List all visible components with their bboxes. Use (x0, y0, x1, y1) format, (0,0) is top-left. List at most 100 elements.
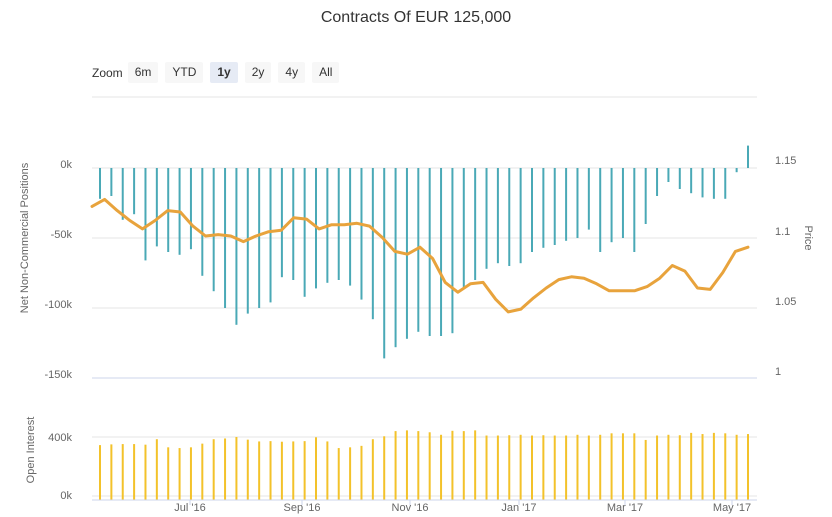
position-bar (633, 168, 636, 252)
open-interest-bar (599, 434, 602, 500)
open-interest-bars (92, 430, 757, 501)
open-interest-bar (178, 448, 181, 500)
zoom-button-all[interactable]: All (312, 62, 340, 83)
open-interest-bar (360, 445, 363, 500)
position-bar (201, 168, 204, 276)
open-interest-bar (121, 444, 124, 500)
axes: 0k -50k -100k -150k 1.15 1.1 1.05 1 400k 0k Net No… (19, 155, 814, 514)
open-interest-bar (189, 447, 192, 500)
open-interest-bar (167, 447, 170, 500)
open-interest-bar (496, 435, 499, 500)
chart-title: Contracts Of EUR 125,000 (320, 9, 512, 26)
position-bar (656, 168, 659, 196)
x-tick-label: Nov '16 (392, 502, 429, 514)
position-bar (553, 168, 556, 245)
y2-tick-label: 1.15 (775, 155, 796, 167)
y-tick-label: 0k (60, 159, 72, 171)
open-interest-bar (99, 445, 101, 500)
open-interest-bar (349, 447, 352, 500)
position-bar (189, 168, 192, 250)
zoom-label: Zoom (92, 65, 123, 80)
position-bar (496, 168, 499, 264)
y2-tick-label: 1.05 (775, 296, 796, 308)
zoom-toolbar: Zoom 6m YTD 1y 2y 4y All (92, 62, 346, 83)
open-interest-bar (110, 444, 113, 500)
open-interest-bar (667, 434, 670, 500)
open-interest-bar (258, 441, 261, 500)
position-bar (678, 168, 681, 189)
position-bar (349, 168, 352, 286)
position-bar (258, 168, 261, 308)
open-interest-bar (371, 439, 374, 500)
open-interest-bar (383, 436, 386, 500)
x-tick-label: Jan '17 (501, 502, 536, 514)
position-bar (462, 168, 465, 287)
open-interest-bar (224, 438, 227, 500)
open-interest-bar (553, 435, 556, 500)
position-bar (747, 145, 749, 168)
oi-tick-label: 400k (48, 432, 72, 444)
y2-tick-label: 1.1 (775, 226, 790, 238)
open-interest-bar (508, 435, 511, 500)
position-bar (121, 168, 124, 220)
open-interest-bar (235, 437, 238, 500)
open-interest-bar (701, 434, 704, 500)
zoom-button-4y[interactable]: 4y (278, 62, 306, 83)
position-bar (212, 168, 215, 292)
zoom-button-1y[interactable]: 1y (210, 62, 238, 83)
position-bar (269, 168, 272, 303)
open-interest-bar (326, 441, 329, 500)
open-interest-bar (405, 430, 408, 500)
open-interest-bar (621, 433, 624, 500)
zoom-button-ytd[interactable]: YTD (165, 62, 204, 83)
open-interest-bar (656, 435, 659, 500)
position-bar (235, 168, 238, 325)
open-interest-bar (712, 432, 715, 500)
y-axis-title: Net Non-Commercial Positions (19, 162, 31, 313)
open-interest-bar (531, 435, 533, 500)
y-tick-label: -50k (51, 229, 73, 241)
position-bar (417, 168, 420, 332)
open-interest-bar (303, 441, 306, 500)
position-bar (508, 168, 511, 266)
position-bar (667, 168, 670, 182)
open-interest-bar (144, 444, 147, 500)
open-interest-bar (315, 437, 317, 500)
open-interest-bar (565, 435, 568, 500)
open-interest-bar (462, 431, 465, 500)
open-interest-bar (644, 439, 647, 500)
y-tick-label: -150k (44, 369, 72, 381)
open-interest-bar (212, 439, 215, 500)
open-interest-bar (587, 435, 590, 500)
open-interest-bar (394, 431, 397, 500)
open-interest-bar (690, 432, 693, 500)
zoom-button-6m[interactable]: 6m (127, 62, 159, 83)
position-bar (610, 168, 613, 243)
open-interest-bar (280, 441, 283, 500)
open-interest-bar (678, 435, 681, 500)
open-interest-bar (724, 433, 727, 500)
price-series-line (90, 197, 750, 314)
price-line (90, 197, 750, 314)
open-interest-bar (440, 434, 443, 500)
open-interest-bar (485, 435, 488, 500)
position-bar (451, 168, 454, 334)
position-bar (144, 168, 147, 261)
open-interest-bar (542, 435, 545, 500)
zoom-button-2y[interactable]: 2y (244, 62, 272, 83)
x-tick-label: Jul '16 (174, 502, 205, 514)
y2-tick-label: 1 (775, 366, 781, 378)
position-bar (690, 168, 693, 194)
open-interest-bar (451, 430, 454, 500)
open-interest-bar (417, 431, 420, 500)
position-bar (383, 168, 386, 359)
open-interest-bar (735, 434, 738, 500)
position-bar (599, 168, 602, 252)
open-interest-bar (428, 432, 431, 500)
open-interest-bar (155, 439, 158, 500)
position-bar (474, 168, 477, 280)
position-bar (360, 168, 363, 300)
position-bar (133, 168, 136, 215)
open-interest-bar (292, 441, 295, 500)
x-tick-label: May '17 (713, 502, 751, 514)
